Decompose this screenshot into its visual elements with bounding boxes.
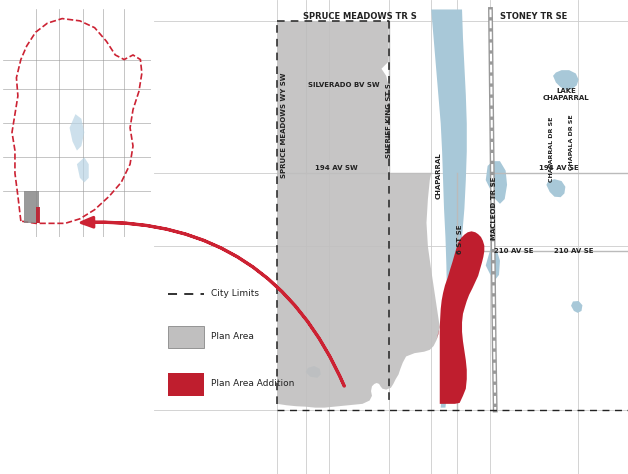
Bar xyxy=(168,373,203,396)
Text: CHAPALA DR SE: CHAPALA DR SE xyxy=(568,114,573,170)
Text: SILVERADO BV SW: SILVERADO BV SW xyxy=(308,82,379,88)
Text: 210 AV SE: 210 AV SE xyxy=(554,248,593,254)
Polygon shape xyxy=(277,21,389,173)
Text: MACLEOD TR SE: MACLEOD TR SE xyxy=(491,177,497,240)
Text: SPRUCE MEADOWS WY SW: SPRUCE MEADOWS WY SW xyxy=(281,73,287,178)
Text: LAKE
CHAPARRAL: LAKE CHAPARRAL xyxy=(543,88,590,101)
Polygon shape xyxy=(277,173,440,408)
Bar xyxy=(36,208,40,223)
Text: Plan Area Addition: Plan Area Addition xyxy=(211,380,294,388)
Text: City Limits: City Limits xyxy=(211,290,259,298)
Polygon shape xyxy=(77,157,89,182)
Bar xyxy=(24,191,38,223)
Polygon shape xyxy=(546,179,565,197)
Text: CHAPARRAL: CHAPARRAL xyxy=(435,152,441,199)
Text: CHAPARRAL DR SE: CHAPARRAL DR SE xyxy=(549,117,554,182)
Polygon shape xyxy=(436,231,484,404)
Text: 210 AV SE: 210 AV SE xyxy=(494,248,534,254)
Text: STONEY TR SE: STONEY TR SE xyxy=(499,12,566,21)
Polygon shape xyxy=(306,366,321,378)
Text: 194 AV SW: 194 AV SW xyxy=(315,165,358,171)
Polygon shape xyxy=(553,70,578,90)
Polygon shape xyxy=(70,114,84,151)
Text: Plan Area: Plan Area xyxy=(211,332,254,341)
Polygon shape xyxy=(485,249,500,280)
Bar xyxy=(168,326,203,348)
Text: SPRUCE MEADOWS TR S: SPRUCE MEADOWS TR S xyxy=(303,12,417,21)
Text: 194 AV SE: 194 AV SE xyxy=(539,165,579,171)
Polygon shape xyxy=(485,161,507,204)
Text: 6 ST SE: 6 ST SE xyxy=(457,225,463,254)
Polygon shape xyxy=(571,301,582,313)
Text: SHERIFF KING ST S: SHERIFF KING ST S xyxy=(386,83,392,158)
Polygon shape xyxy=(431,9,467,408)
